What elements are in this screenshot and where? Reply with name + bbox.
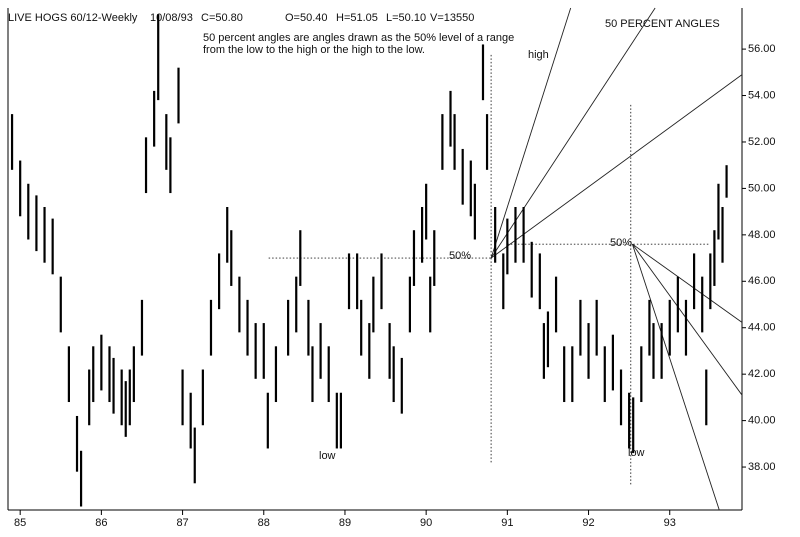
annotation-line (490, 7, 572, 259)
annotation-label: low (628, 447, 645, 459)
annotation-line (632, 243, 743, 396)
volume-label: V=13550 (430, 12, 474, 24)
note-line: from the low to the high or the high to … (203, 44, 425, 56)
annotation-label: 50% (610, 237, 632, 249)
y-tick-label: 54.00 (748, 89, 776, 101)
high-label: H=51.05 (336, 12, 378, 24)
close-label: C=50.80 (201, 12, 243, 24)
date-label: 10/08/93 (150, 12, 193, 24)
y-tick-label: 50.00 (748, 182, 776, 194)
open-label: O=50.40 (285, 12, 328, 24)
x-tick-label: 93 (664, 517, 676, 529)
y-tick-label: 38.00 (748, 461, 776, 473)
chart-subtitle: 50 PERCENT ANGLES (605, 18, 720, 30)
y-tick-label: 40.00 (748, 415, 776, 427)
x-tick-label: 90 (420, 517, 432, 529)
annotation-line (490, 74, 743, 259)
annotation-label: high (528, 49, 549, 61)
x-tick-label: 88 (258, 517, 270, 529)
annotation-line (632, 243, 743, 323)
y-tick-label: 56.00 (748, 43, 776, 55)
x-tick-label: 85 (14, 517, 26, 529)
chart-title: LIVE HOGS 60/12-Weekly (8, 12, 138, 24)
y-tick-label: 48.00 (748, 229, 776, 241)
annotation-line (490, 7, 656, 259)
y-tick-label: 42.00 (748, 368, 776, 380)
annotation-label: 50% (449, 250, 471, 262)
x-tick-label: 86 (95, 517, 107, 529)
x-tick-label: 89 (339, 517, 351, 529)
x-tick-label: 87 (176, 517, 188, 529)
note-line: 50 percent angles are angles drawn as th… (203, 32, 514, 44)
annotation-line (631, 243, 720, 511)
low-label: L=50.10 (386, 12, 426, 24)
annotation-label: low (319, 450, 336, 462)
x-tick-label: 92 (582, 517, 594, 529)
y-tick-label: 46.00 (748, 275, 776, 287)
x-tick-label: 91 (501, 517, 513, 529)
y-tick-label: 44.00 (748, 322, 776, 334)
y-tick-label: 52.00 (748, 136, 776, 148)
